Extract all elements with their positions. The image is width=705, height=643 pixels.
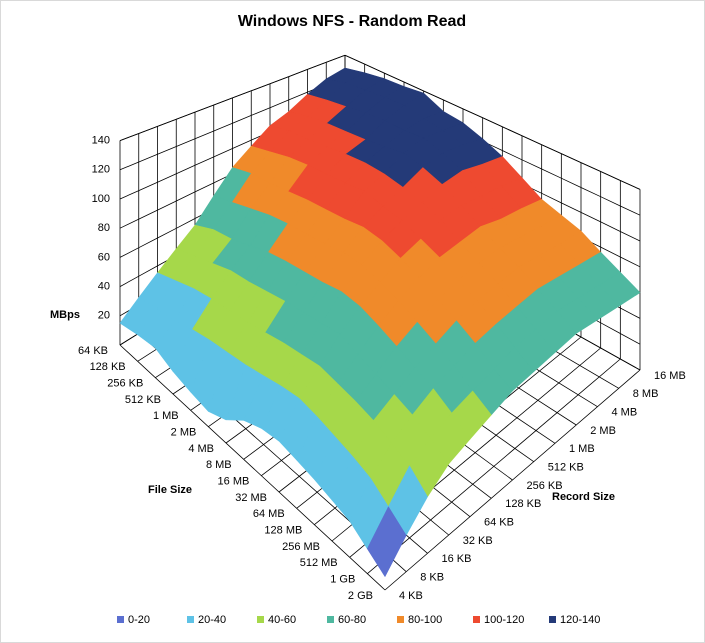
y-tick-label: 16 MB bbox=[654, 370, 686, 382]
legend-swatch bbox=[397, 616, 404, 623]
floor-line bbox=[119, 344, 386, 591]
x-tick-label: 32 MB bbox=[235, 492, 267, 504]
legend-swatch bbox=[117, 616, 124, 623]
legend-label: 120-140 bbox=[560, 614, 600, 626]
legend-label: 40-60 bbox=[268, 614, 296, 626]
z-axis-label: MBps bbox=[50, 309, 80, 321]
legend-label: 20-40 bbox=[198, 614, 226, 626]
grid-line bbox=[344, 54, 641, 190]
x-axis-label: File Size bbox=[148, 484, 192, 496]
legend-swatch bbox=[257, 616, 264, 623]
x-tick-label: 256 KB bbox=[107, 378, 143, 390]
x-tick-label: 8 MB bbox=[206, 459, 232, 471]
y-tick-label: 4 MB bbox=[612, 407, 638, 419]
legend-label: 0-20 bbox=[128, 614, 150, 626]
legend-label: 100-120 bbox=[484, 614, 524, 626]
y-tick-label: 256 KB bbox=[527, 480, 563, 492]
grid-line bbox=[119, 76, 346, 171]
z-tick-label: 120 bbox=[92, 164, 110, 176]
x-tick-label: 2 GB bbox=[348, 590, 373, 602]
x-tick-label: 128 MB bbox=[264, 525, 302, 537]
x-tick-label: 256 MB bbox=[282, 541, 320, 553]
y-tick-label: 64 KB bbox=[484, 517, 514, 529]
z-tick-label: 80 bbox=[98, 222, 110, 234]
x-tick-label: 512 MB bbox=[300, 557, 338, 569]
legend-swatch bbox=[473, 616, 480, 623]
x-tick-label: 16 MB bbox=[218, 476, 250, 488]
x-tick-label: 128 KB bbox=[90, 361, 126, 373]
legend-label: 80-100 bbox=[408, 614, 442, 626]
legend-swatch bbox=[187, 616, 194, 623]
legend-swatch bbox=[327, 616, 334, 623]
y-tick-label: 16 KB bbox=[442, 553, 472, 565]
y-tick-label: 8 KB bbox=[420, 572, 444, 584]
x-tick-label: 1 GB bbox=[330, 574, 355, 586]
y-tick-label: 4 KB bbox=[399, 590, 423, 602]
y-tick-label: 8 MB bbox=[633, 388, 659, 400]
surface-cell bbox=[366, 506, 407, 577]
y-tick-label: 1 MB bbox=[569, 443, 595, 455]
x-tick-label: 4 MB bbox=[188, 443, 214, 455]
x-tick-label: 1 MB bbox=[153, 410, 179, 422]
y-tick-label: 32 KB bbox=[463, 535, 493, 547]
z-tick-label: 140 bbox=[92, 135, 110, 147]
x-tick-label: 64 KB bbox=[78, 345, 108, 357]
z-tick-label: 100 bbox=[92, 193, 110, 205]
y-tick-label: 2 MB bbox=[590, 425, 616, 437]
x-tick-label: 64 MB bbox=[253, 508, 285, 520]
z-tick-label: 20 bbox=[98, 310, 110, 322]
z-tick-label: 60 bbox=[98, 251, 110, 263]
y-axis-label: Record Size bbox=[552, 491, 615, 503]
chart-title: Windows NFS - Random Read bbox=[238, 13, 466, 30]
z-tick-label: 40 bbox=[98, 281, 110, 293]
y-tick-label: 128 KB bbox=[505, 498, 541, 510]
y-tick-label: 512 KB bbox=[548, 462, 584, 474]
legend-swatch bbox=[549, 616, 556, 623]
x-tick-label: 512 KB bbox=[125, 394, 161, 406]
grid-line bbox=[119, 54, 346, 141]
x-tick-label: 2 MB bbox=[171, 427, 197, 439]
legend-label: 60-80 bbox=[338, 614, 366, 626]
